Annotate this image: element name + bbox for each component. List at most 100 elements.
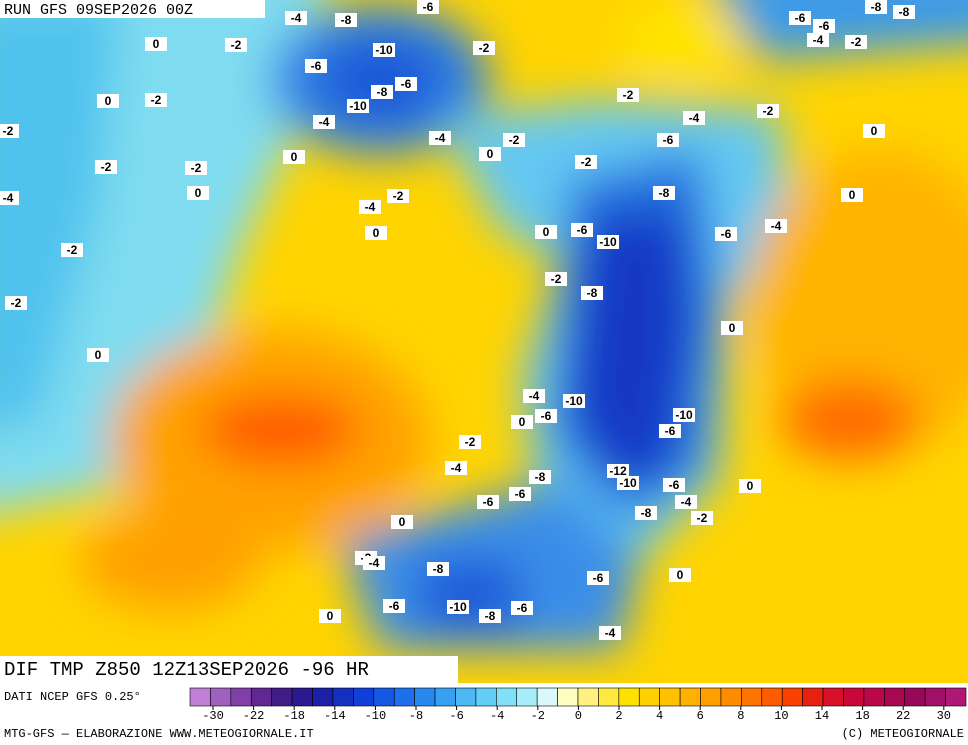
- contour-label: 0: [747, 479, 754, 493]
- label-box: [391, 515, 413, 529]
- color-swatch: [414, 687, 436, 707]
- label-box: [185, 161, 207, 175]
- contour-label: -8: [899, 5, 910, 19]
- label-box: [675, 495, 697, 509]
- colorbar-tick-label: 6: [697, 709, 704, 723]
- label-box: [371, 85, 393, 99]
- label-box: [765, 219, 787, 233]
- color-swatch: [924, 687, 946, 707]
- contour-label: -6: [665, 424, 676, 438]
- contour-label: -4: [365, 200, 376, 214]
- label-box: [845, 35, 867, 49]
- contour-label: -8: [377, 85, 388, 99]
- label-box: [373, 43, 395, 57]
- contour-label: 0: [543, 225, 550, 239]
- color-swatch: [598, 687, 620, 707]
- label-box: [691, 511, 713, 525]
- color-swatch: [373, 687, 395, 707]
- colorbar-tick-label: -18: [283, 709, 305, 723]
- contour-label: -2: [551, 272, 562, 286]
- label-box: [509, 487, 531, 501]
- label-box: [0, 191, 19, 205]
- label-box: [335, 13, 357, 27]
- label-box: [607, 464, 629, 478]
- label-box: [841, 188, 863, 202]
- label-box: [503, 133, 525, 147]
- contour-label: -10: [375, 43, 393, 57]
- color-swatch: [475, 687, 497, 707]
- label-box: [863, 124, 885, 138]
- color-swatch: [496, 687, 518, 707]
- contour-label: -2: [151, 93, 162, 107]
- contour-label: -4: [369, 556, 380, 570]
- label-box: [617, 88, 639, 102]
- color-swatch: [536, 687, 558, 707]
- colorbar-tick-label: -2: [531, 709, 545, 723]
- color-swatch: [638, 687, 660, 707]
- label-box: [477, 495, 499, 509]
- label-box: [813, 19, 835, 33]
- color-swatch: [659, 687, 681, 707]
- contour-label: -8: [871, 0, 882, 14]
- contour-label: 0: [105, 94, 112, 108]
- label-box: [511, 601, 533, 615]
- contour-label: -8: [641, 506, 652, 520]
- colorbar-tick-label: 22: [896, 709, 910, 723]
- label-box: [597, 235, 619, 249]
- label-box: [225, 38, 247, 52]
- label-box: [523, 389, 545, 403]
- contour-label: -10: [449, 600, 467, 614]
- color-swatch: [720, 687, 742, 707]
- label-box: [187, 186, 209, 200]
- color-swatch: [210, 687, 232, 707]
- label-box: [319, 609, 341, 623]
- contour-label: 0: [95, 348, 102, 362]
- contour-label: -10: [349, 99, 367, 113]
- footer-left: MTG-GFS — ELABORAZIONE WWW.METEOGIORNALE…: [4, 727, 314, 741]
- contour-label: -6: [517, 601, 528, 615]
- run-label: RUN GFS 09SEP2026 00Z: [4, 2, 193, 19]
- contour-label: -2: [231, 38, 242, 52]
- color-swatch: [189, 687, 211, 707]
- label-box: [599, 626, 621, 640]
- color-swatch: [271, 687, 293, 707]
- contour-label: -2: [697, 511, 708, 525]
- color-swatch: [434, 687, 456, 707]
- label-box: [617, 476, 639, 490]
- contour-label: -8: [341, 13, 352, 27]
- label-box: [283, 150, 305, 164]
- source-label: DATI NCEP GFS 0.25°: [4, 690, 141, 704]
- contour-label: -6: [541, 409, 552, 423]
- contour-label: -4: [689, 111, 700, 125]
- color-swatch: [904, 687, 926, 707]
- contour-label: 0: [729, 321, 736, 335]
- contour-label: -2: [479, 41, 490, 55]
- label-box: [473, 41, 495, 55]
- map-title: DIF TMP Z850 12Z13SEP2026 -96 HR: [4, 659, 369, 681]
- contour-label: -6: [663, 133, 674, 147]
- contour-label: -6: [401, 77, 412, 91]
- color-swatch: [393, 687, 415, 707]
- label-box: [479, 609, 501, 623]
- color-swatch: [822, 687, 844, 707]
- contour-label: -2: [3, 124, 14, 138]
- contour-label: -6: [669, 478, 680, 492]
- contour-label: -6: [515, 487, 526, 501]
- colorbar-tick-label: 30: [937, 709, 951, 723]
- color-swatch: [679, 687, 701, 707]
- contour-label: -2: [509, 133, 520, 147]
- contour-label: 0: [195, 186, 202, 200]
- label-box: [545, 272, 567, 286]
- contour-label: 0: [519, 415, 526, 429]
- color-swatch: [516, 687, 538, 707]
- contour-label: -12: [609, 464, 627, 478]
- label-box: [87, 348, 109, 362]
- contour-label: -6: [795, 11, 806, 25]
- label-box: [669, 568, 691, 582]
- contour-label: -6: [577, 223, 588, 237]
- color-swatch: [884, 687, 906, 707]
- contour-label: -6: [311, 59, 322, 73]
- contour-label: -6: [483, 495, 494, 509]
- label-box: [313, 115, 335, 129]
